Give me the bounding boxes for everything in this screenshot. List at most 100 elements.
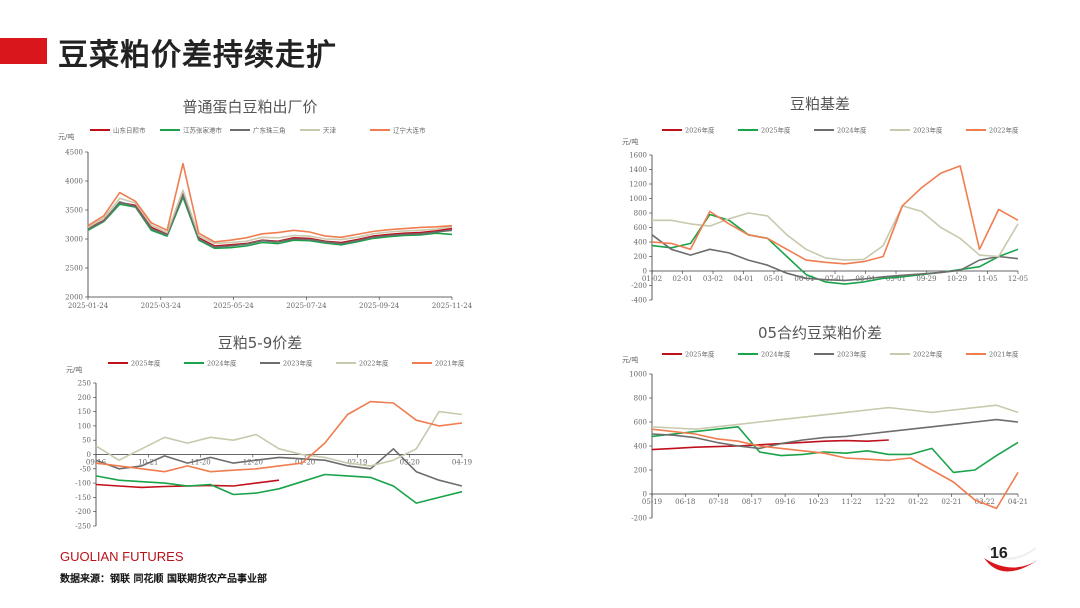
- y-tick-label: 200: [634, 467, 647, 475]
- series-line: [95, 400, 463, 473]
- x-tick-label: 11-05: [977, 275, 997, 283]
- legend-label: 2025年度: [685, 350, 715, 359]
- legend-label: 广东珠三角: [253, 126, 286, 135]
- chart-title: 豆粕5-9价差: [218, 334, 303, 352]
- x-tick-label: 06-18: [675, 498, 695, 506]
- series-line: [87, 189, 453, 245]
- chart-panel-meal-basis: 豆粕基差 2026年度 2025年度 2024年度 2023年度 2022年度 元/吨 -40…: [600, 92, 1040, 317]
- y-tick-label: 600: [634, 224, 647, 232]
- y-tick-label: 100: [78, 422, 91, 430]
- x-tick-label: 01-22: [908, 498, 928, 506]
- y-tick-label: 0: [87, 451, 91, 459]
- y-tick-label: 200: [78, 394, 91, 402]
- chart-title: 豆粕基差: [790, 95, 850, 113]
- page-title: 豆菜粕价差持续走扩: [58, 38, 337, 73]
- legend-label: 2024年度: [207, 359, 237, 368]
- series-line: [87, 196, 453, 250]
- y-tick-label: 1600: [629, 152, 647, 160]
- x-tick-label: 10-23: [808, 498, 828, 506]
- x-tick-label: 2025-11-24: [432, 302, 473, 310]
- chart-panel-meal-price: 普通蛋白豆粕出厂价 山东日照市 江苏张家港市 广东珠三角 天津 辽宁大连市 元/吨 2000 2…: [30, 92, 473, 317]
- x-tick-label: 07-01: [825, 275, 845, 283]
- x-tick-label: 01-02: [642, 275, 662, 283]
- x-tick-label: 2025-01-24: [68, 302, 109, 310]
- series-line: [87, 162, 453, 243]
- y-tick-label: 150: [78, 408, 91, 416]
- legend-label: 2024年度: [837, 126, 867, 135]
- y-tick-label: -200: [75, 508, 91, 516]
- legend-label: 2025年度: [131, 359, 161, 368]
- y-tick-label: 4000: [65, 178, 83, 186]
- y-tick-label: -250: [75, 523, 91, 531]
- legend-label: 天津: [323, 127, 337, 135]
- chart-5-9-spread: 豆粕5-9价差 2025年度 2024年度 2023年度 2022年度 2021年度元/吨…: [66, 334, 472, 531]
- y-tick-label: 2500: [65, 265, 83, 273]
- legend-label: 江苏张家港市: [183, 126, 223, 135]
- y-tick-label: 0: [643, 491, 647, 499]
- x-tick-label: 11-20: [190, 459, 210, 467]
- x-tick-label: 04-19: [452, 459, 472, 467]
- x-tick-label: 02-01: [672, 275, 692, 283]
- y-tick-label: 800: [634, 395, 647, 403]
- y-tick-label: 1000: [629, 371, 647, 379]
- x-tick-label: 06-01: [794, 275, 814, 283]
- x-tick-label: 03-20: [400, 459, 420, 467]
- y-tick-label: 400: [634, 239, 647, 247]
- y-tick-label: -200: [631, 282, 647, 290]
- y-tick-label: -100: [75, 480, 91, 488]
- unit-label: 元/吨: [58, 132, 74, 141]
- series-line: [651, 234, 1019, 282]
- x-tick-label: 2025-07-24: [286, 302, 327, 310]
- chart-title: 普通蛋白豆粕出厂价: [182, 98, 317, 116]
- legend-label: 辽宁大连市: [393, 126, 426, 135]
- y-tick-label: 1000: [629, 195, 647, 203]
- series-line: [651, 165, 1019, 265]
- x-tick-label: 08-17: [742, 498, 762, 506]
- unit-label: 元/吨: [622, 137, 638, 146]
- y-tick-label: -400: [631, 297, 647, 305]
- x-tick-label: 09-29: [916, 275, 936, 283]
- x-tick-label: 12-22: [875, 498, 895, 506]
- x-tick-label: 11-22: [842, 498, 862, 506]
- x-tick-label: 02-21: [941, 498, 961, 506]
- x-tick-label: 2025-03-24: [141, 302, 182, 310]
- y-tick-label: -200: [631, 515, 647, 523]
- series-line: [95, 410, 463, 467]
- y-tick-label: -50: [80, 465, 91, 473]
- x-tick-label: 04-01: [733, 275, 753, 283]
- unit-label: 元/吨: [66, 365, 82, 374]
- x-tick-label: 01-20: [295, 459, 315, 467]
- y-tick-label: 250: [78, 380, 91, 388]
- legend-label: 2022年度: [913, 350, 943, 359]
- series-line: [651, 418, 1019, 450]
- y-tick-label: 3500: [65, 207, 83, 215]
- legend-label: 2026年度: [685, 126, 715, 135]
- y-tick-label: 400: [634, 443, 647, 451]
- legend-label: 山东日照市: [113, 126, 146, 135]
- legend-label: 2025年度: [761, 126, 791, 135]
- legend-label: 2022年度: [989, 126, 1019, 135]
- x-tick-label: 2025-09-24: [359, 302, 400, 310]
- y-tick-label: 1400: [629, 166, 647, 174]
- y-tick-label: 600: [634, 419, 647, 427]
- y-tick-label: 2000: [65, 294, 83, 302]
- page-number: 16: [990, 545, 1008, 562]
- x-tick-label: 12-20: [243, 459, 263, 467]
- legend-label: 2021年度: [989, 350, 1019, 359]
- x-tick-label: 12-05: [1008, 275, 1028, 283]
- series-line: [651, 439, 889, 451]
- y-tick-label: 4500: [65, 149, 83, 157]
- x-tick-label: 05-19: [642, 498, 662, 506]
- chart-05-soy-rapeseed-spread: 05合约豆菜粕价差 2025年度 2024年度 2023年度 2022年度 2021年度元…: [622, 324, 1028, 523]
- y-tick-label: 200: [634, 253, 647, 261]
- legend-label: 2023年度: [283, 359, 313, 368]
- series-line: [95, 473, 463, 504]
- legend-label: 2024年度: [761, 350, 791, 359]
- series-line: [652, 205, 1019, 261]
- x-tick-label: 05-01: [764, 275, 784, 283]
- brand-name: GUOLIAN FUTURES: [60, 549, 184, 564]
- y-tick-label: -150: [75, 494, 91, 502]
- series-line: [651, 428, 1019, 510]
